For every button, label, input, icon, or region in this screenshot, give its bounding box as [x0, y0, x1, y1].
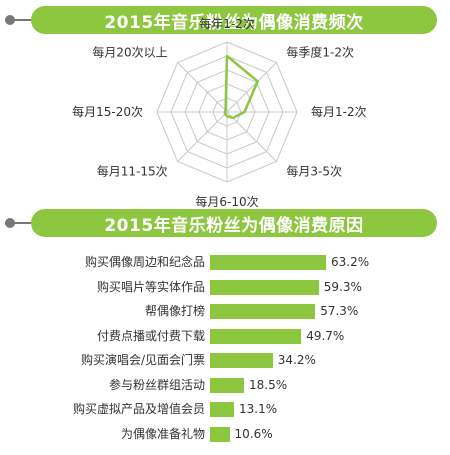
radar-spoke: [177, 62, 228, 113]
bar-row: 帮偶像打榜 57.3%: [0, 303, 450, 320]
header-connector: [5, 19, 35, 21]
bar: [210, 402, 234, 417]
radar-axis-label: 每月1-2次: [311, 104, 367, 119]
bar: [210, 255, 326, 270]
radar-series-line: [223, 54, 259, 120]
bar-category-label: 购买虚拟产品及增值会员: [72, 402, 205, 416]
bar: [210, 279, 319, 295]
radar-spoke: [226, 111, 277, 162]
bar: [210, 426, 230, 442]
bar-row: 参与粉丝群组活动 18.5%: [0, 377, 450, 394]
bar-value-label: 34.2%: [277, 353, 316, 367]
radar-section-header: 2015年音乐粉丝为偶像消费频次: [5, 6, 443, 34]
bar-section-header: 2015年音乐粉丝为偶像消费原因: [5, 209, 443, 237]
radar-axis-label: 每月20次以上: [92, 45, 167, 60]
radar-axis-label: 每月3-5次: [286, 163, 342, 178]
radar-spoke: [226, 62, 277, 113]
radar-spoke: [177, 111, 228, 162]
bar-value-label: 18.5%: [249, 377, 288, 392]
bar-category-label: 为偶像准备礼物: [120, 426, 205, 441]
bar-category-label: 购买演唱会/见面会门票: [80, 353, 205, 367]
bar: [210, 353, 273, 368]
bar-row: 购买偶像周边和纪念品 63.2%: [0, 254, 450, 271]
bar: [210, 304, 316, 319]
bar-value-label: 10.6%: [234, 426, 273, 441]
header-connector-dot: [5, 15, 15, 25]
radar-axis-label: 每月6-10次: [195, 194, 258, 209]
bar-value-label: 63.2%: [331, 255, 370, 269]
bar-category-label: 帮偶像打榜: [144, 304, 205, 318]
bar: [210, 328, 302, 344]
bar-category-label: 购买唱片等实体作品: [96, 279, 205, 294]
header-connector-dot: [5, 218, 15, 228]
bar-row: 购买虚拟产品及增值会员 13.1%: [0, 401, 450, 418]
bar-row: 购买演唱会/见面会门票 34.2%: [0, 352, 450, 369]
bar-value-label: 59.3%: [323, 279, 362, 294]
bar-row: 购买唱片等实体作品 59.3%: [0, 279, 450, 296]
radar-axis-label: 每年1-2次: [199, 16, 255, 31]
bar-chart-title: 2015年音乐粉丝为偶像消费原因: [31, 209, 437, 237]
radar-axis-label: 每月11-15次: [97, 163, 168, 178]
bar-value-label: 13.1%: [239, 402, 278, 416]
bar-value-label: 57.3%: [320, 304, 359, 318]
bar-category-label: 参与粉丝群组活动: [108, 377, 205, 392]
radar-axis-label: 每季度1-2次: [286, 45, 354, 60]
bar: [210, 377, 244, 393]
bar-row: 为偶像准备礼物 10.6%: [0, 426, 450, 443]
radar-chart-title: 2015年音乐粉丝为偶像消费频次: [31, 6, 437, 34]
bar-value-label: 49.7%: [306, 328, 345, 343]
bar-category-label: 购买偶像周边和纪念品: [84, 255, 205, 269]
radar-axis-label: 每月15-20次: [72, 104, 143, 119]
bar-row: 付费点播或付费下载 49.7%: [0, 328, 450, 345]
header-connector: [5, 222, 35, 224]
bar-category-label: 付费点播或付费下载: [96, 328, 205, 343]
